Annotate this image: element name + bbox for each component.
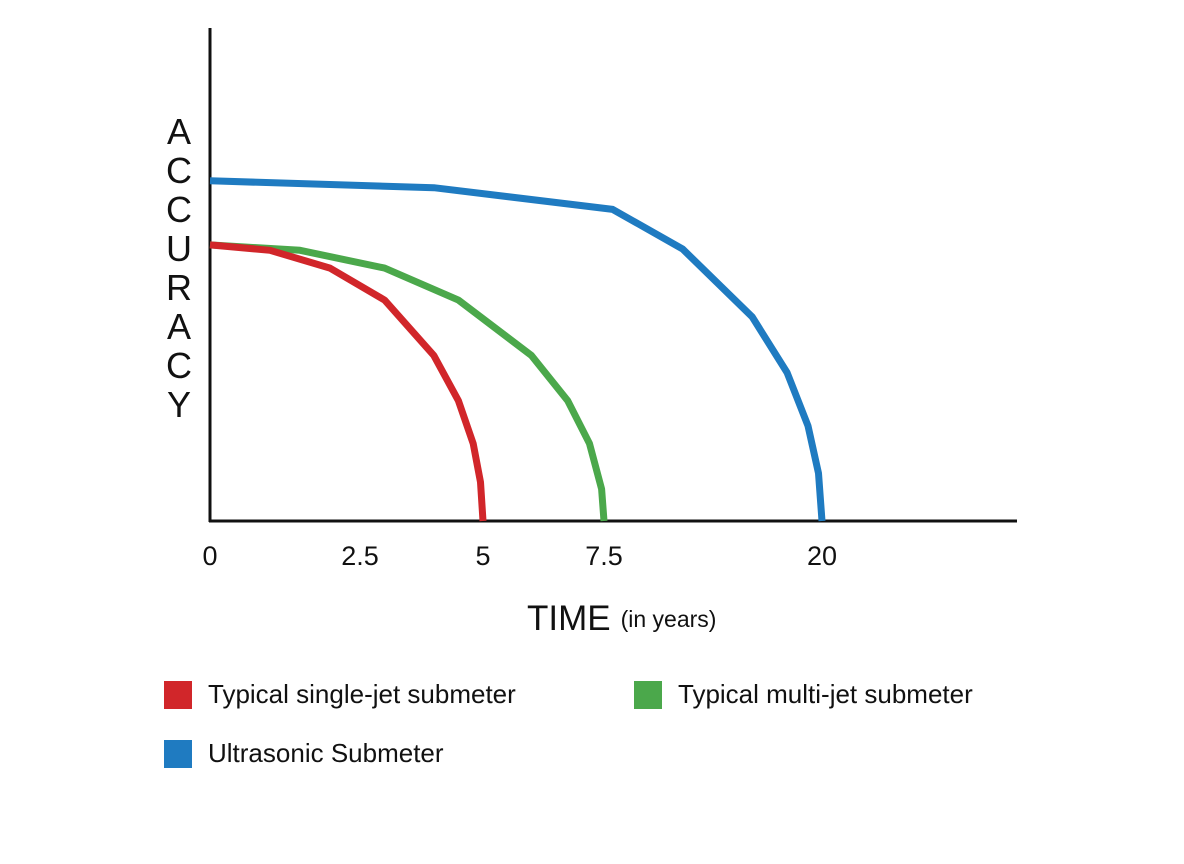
x-tick-label: 5	[475, 541, 490, 571]
series-line	[209, 177, 826, 522]
legend-label: Ultrasonic Submeter	[208, 738, 444, 768]
x-tick-label: 20	[807, 541, 837, 571]
x-tick-label: 7.5	[585, 541, 623, 571]
series-line	[209, 241, 608, 522]
legend-swatch	[164, 681, 192, 709]
legend-label: Typical multi-jet submeter	[678, 679, 973, 709]
y-axis-label: ACCURACY	[166, 111, 192, 425]
x-axis-title: TIME	[527, 599, 611, 638]
legend-label: Typical single-jet submeter	[208, 679, 516, 709]
legend-swatch	[634, 681, 662, 709]
x-axis-unit: (in years)	[621, 606, 717, 632]
series-line	[209, 241, 487, 522]
x-axis-label: TIME (in years)	[527, 599, 716, 638]
x-tick-label: 0	[202, 541, 217, 571]
x-tick-label: 2.5	[341, 541, 379, 571]
legend-swatch	[164, 740, 192, 768]
